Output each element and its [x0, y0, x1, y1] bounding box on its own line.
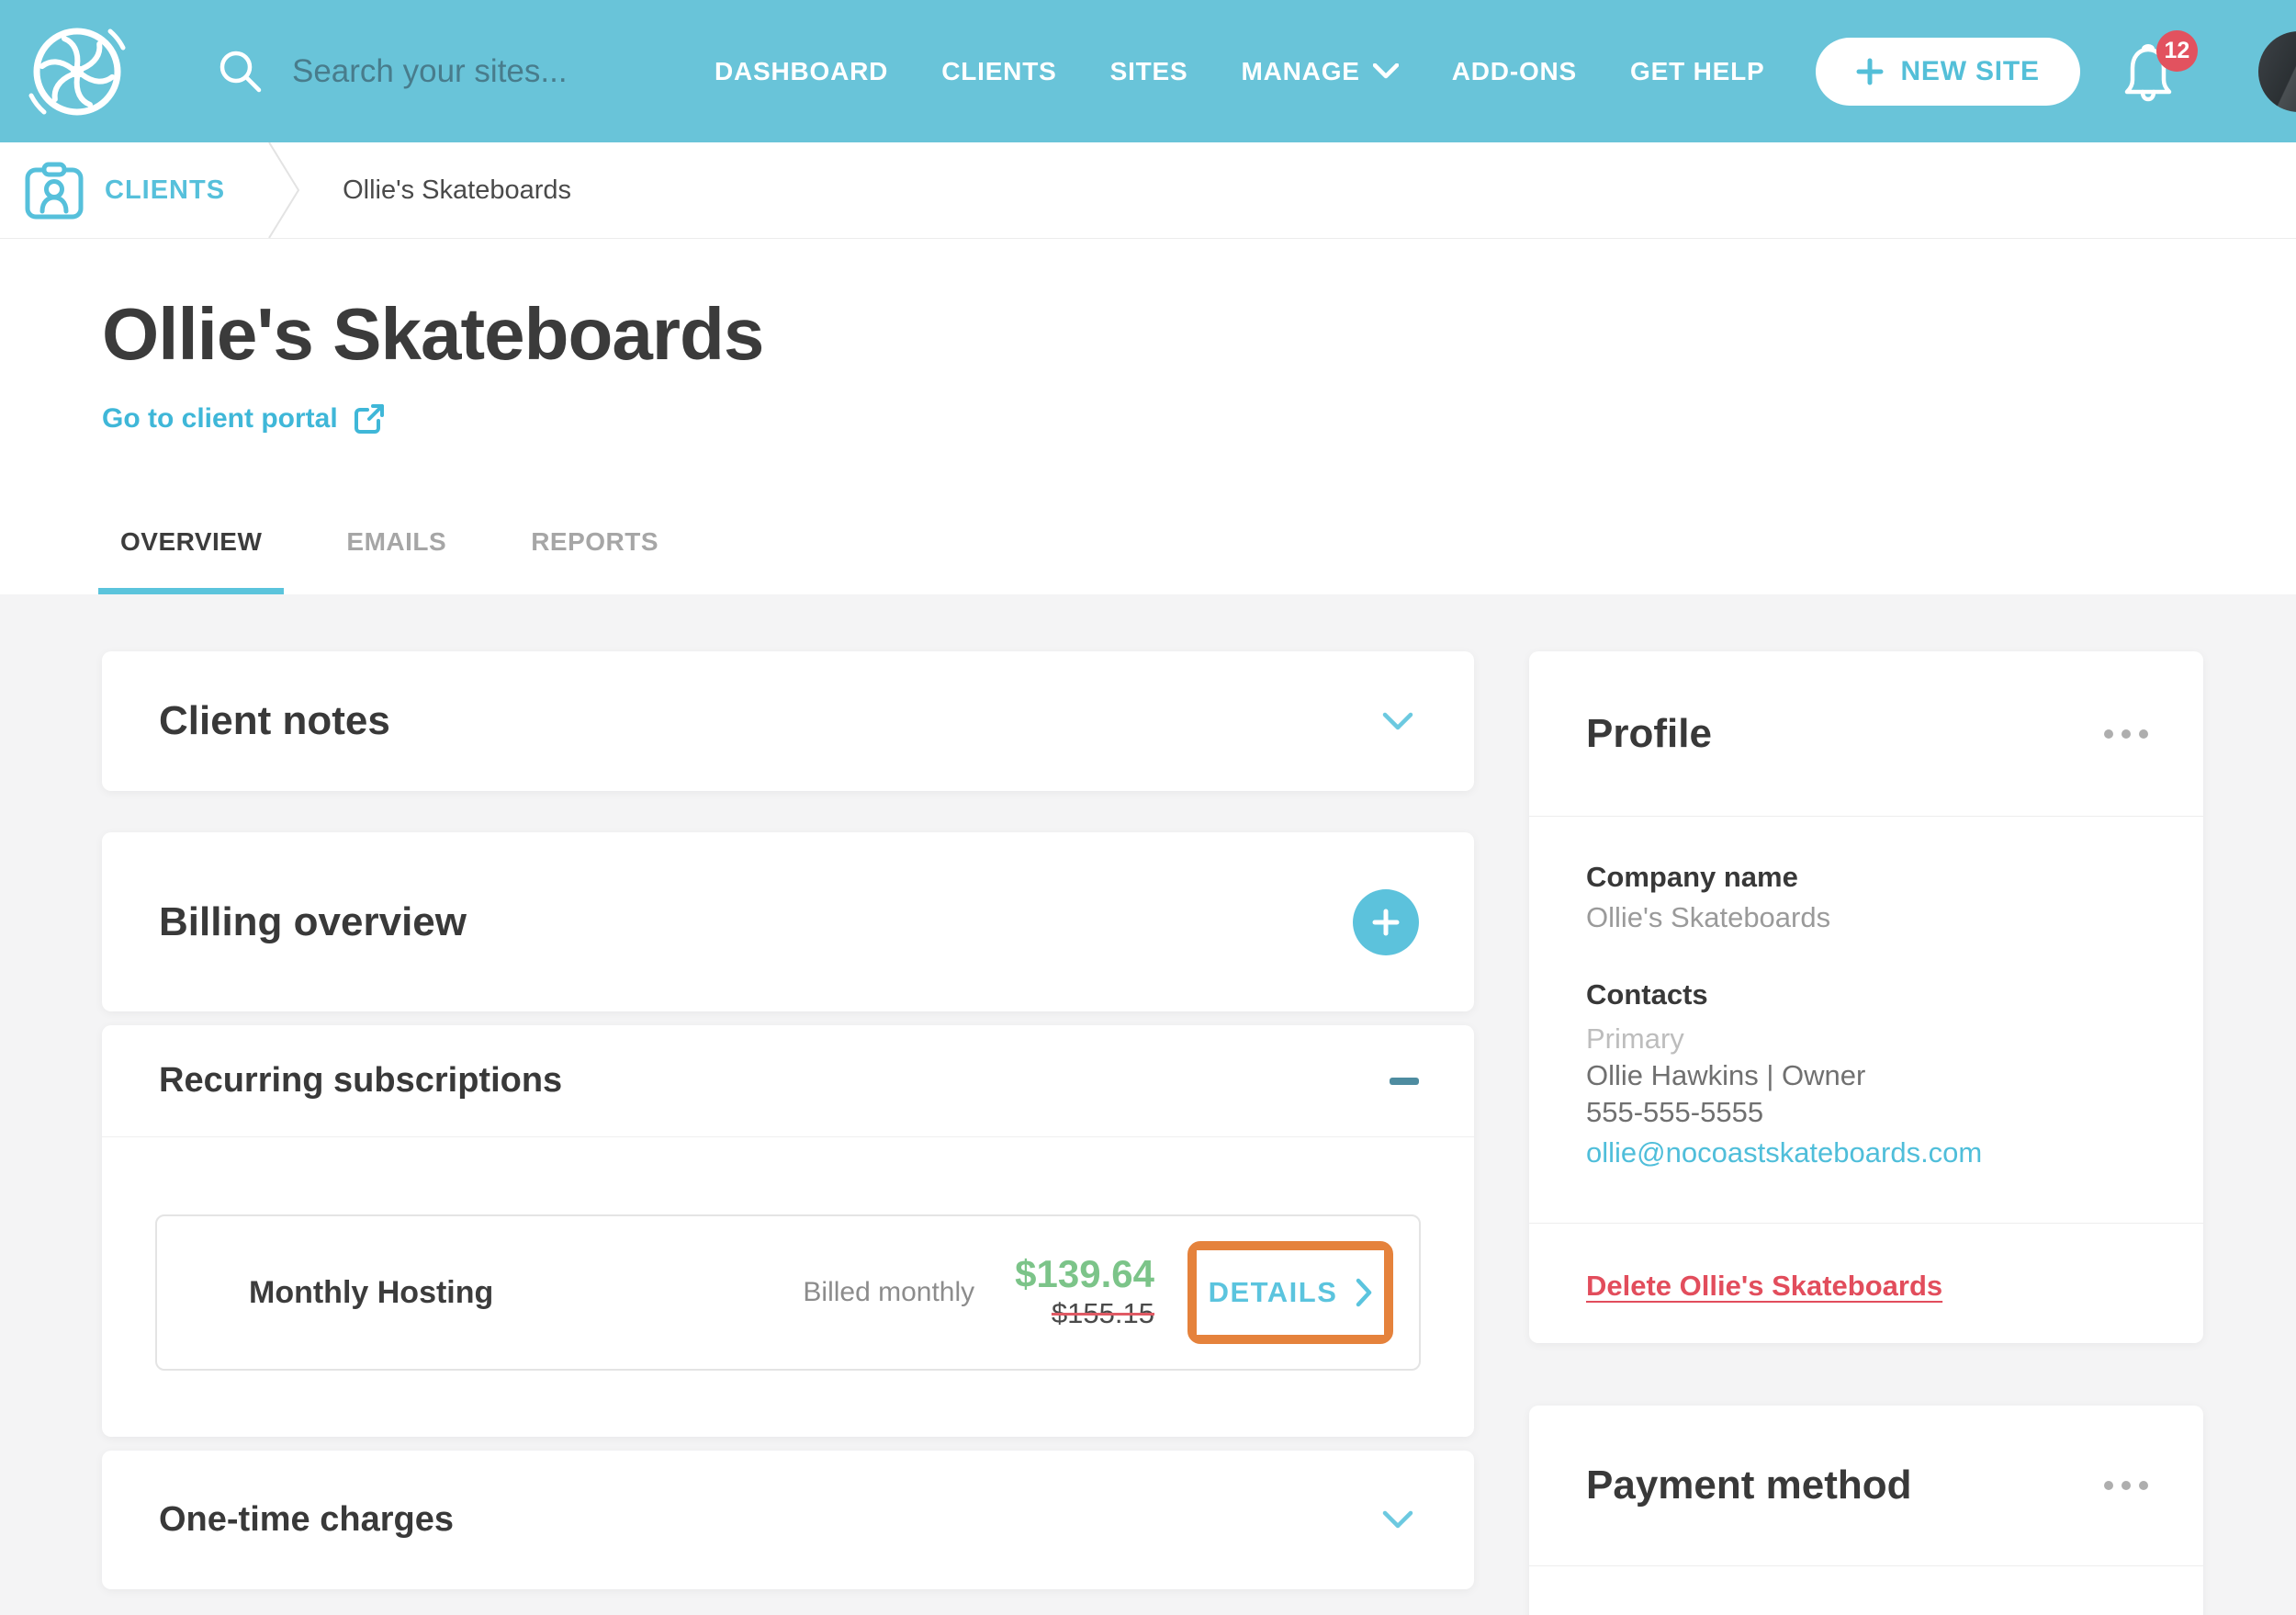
- top-navigation-bar: DASHBOARD CLIENTS SITES MANAGE ADD-ONS G…: [0, 0, 2296, 142]
- tab-reports[interactable]: REPORTS: [531, 527, 659, 556]
- nav-dashboard[interactable]: DASHBOARD: [715, 56, 889, 85]
- profile-card: Profile Company name Ollie's Skateboards…: [1529, 651, 2203, 1343]
- nav-addons[interactable]: ADD-ONS: [1451, 56, 1578, 85]
- breadcrumb: CLIENTS Ollie's Skateboards: [0, 142, 2296, 239]
- client-notes-expand-button[interactable]: [1377, 706, 1419, 737]
- payment-card-body: Active credit card: [1529, 1566, 2203, 1615]
- profile-card-header: Profile: [1529, 651, 2203, 817]
- company-name-value: Ollie's Skateboards: [1586, 901, 1831, 933]
- nav-sites[interactable]: SITES: [1109, 56, 1188, 85]
- plus-icon: [1856, 58, 1884, 85]
- recurring-subscriptions-title: Recurring subscriptions: [159, 1061, 563, 1100]
- details-highlight-annotation: DETAILS: [1187, 1241, 1393, 1344]
- billing-cycle: Billed monthly: [803, 1277, 975, 1307]
- left-column: Client notes Billing overview Recu: [102, 651, 1474, 1589]
- payment-card-header: Payment method: [1529, 1406, 2203, 1566]
- nav-gethelp[interactable]: GET HELP: [1630, 56, 1765, 85]
- site-search: [217, 48, 715, 96]
- chevron-right-icon: [1356, 1278, 1372, 1307]
- page-tabs: OVERVIEW EMAILS REPORTS: [98, 527, 2296, 594]
- notification-badge: 12: [2155, 29, 2198, 72]
- plus-icon: [1372, 909, 1400, 936]
- billing-overview-card: Billing overview: [102, 832, 1474, 1011]
- breadcrumb-separator-icon: [267, 142, 304, 238]
- subscription-details-group: Billed monthly $139.64 $155.15 DETAILS: [803, 1241, 1393, 1344]
- external-link-icon: [353, 402, 386, 435]
- payment-menu-button[interactable]: [2100, 1472, 2152, 1499]
- company-name-label: Company name: [1586, 861, 1798, 893]
- profile-menu-button[interactable]: [2100, 720, 2152, 748]
- profile-card-footer: Delete Ollie's Skateboards: [1529, 1223, 2203, 1343]
- nav-manage[interactable]: MANAGE: [1242, 57, 1399, 86]
- tab-emails[interactable]: EMAILS: [346, 527, 447, 556]
- current-price: $139.64: [1015, 1252, 1154, 1295]
- profile-title: Profile: [1586, 710, 1712, 756]
- recurring-subscriptions-card: Recurring subscriptions Monthly Hosting …: [102, 1025, 1474, 1437]
- one-time-charges-card: One-time charges: [102, 1451, 1474, 1589]
- price-stack: $139.64 $155.15: [1015, 1253, 1154, 1332]
- client-portal-link[interactable]: Go to client portal: [102, 399, 386, 439]
- one-time-charges-expand-button[interactable]: [1377, 1505, 1419, 1535]
- chevron-down-icon: [1382, 1510, 1413, 1530]
- client-notes-card: Client notes: [102, 651, 1474, 791]
- client-notes-title: Client notes: [159, 698, 390, 743]
- profile-card-body: Company name Ollie's Skateboards Contact…: [1529, 817, 2203, 1171]
- contact-role: Primary: [1586, 1022, 1684, 1055]
- flywheel-logo-icon[interactable]: [26, 20, 129, 123]
- chevron-down-icon: [1372, 63, 1399, 79]
- add-billing-item-button[interactable]: [1353, 888, 1419, 955]
- recurring-collapse-button[interactable]: [1390, 1077, 1419, 1085]
- page-header: Ollie's Skateboards Go to client portal …: [0, 239, 2296, 594]
- nav-clients[interactable]: CLIENTS: [941, 56, 1057, 85]
- subscription-name: Monthly Hosting: [249, 1274, 494, 1310]
- clients-badge-icon: [24, 160, 84, 220]
- right-column: Profile Company name Ollie's Skateboards…: [1529, 651, 2203, 1615]
- contact-name: Ollie Hawkins | Owner: [1586, 1059, 1866, 1091]
- breadcrumb-clients-link[interactable]: CLIENTS: [24, 160, 225, 220]
- search-icon: [217, 48, 264, 96]
- details-button[interactable]: DETAILS: [1197, 1250, 1384, 1335]
- billing-overview-title: Billing overview: [159, 898, 467, 944]
- payment-method-card: Payment method Active credit card: [1529, 1406, 2203, 1615]
- contact-phone: 555-555-5555: [1586, 1096, 1764, 1128]
- contact-email-link[interactable]: ollie@nocoastskateboards.com: [1586, 1136, 1983, 1169]
- recurring-subscriptions-header: Recurring subscriptions: [102, 1025, 1474, 1137]
- user-avatar[interactable]: [2257, 30, 2296, 112]
- original-price: $155.15: [1051, 1297, 1154, 1329]
- search-input[interactable]: [292, 52, 715, 90]
- notifications-button[interactable]: 12: [2121, 29, 2198, 102]
- contacts-label: Contacts: [1586, 978, 1708, 1011]
- main-content: Client notes Billing overview Recu: [0, 594, 2296, 1615]
- payment-method-title: Payment method: [1586, 1463, 1912, 1508]
- page-title: Ollie's Skateboards: [102, 293, 764, 375]
- chevron-down-icon: [1382, 712, 1413, 731]
- breadcrumb-current: Ollie's Skateboards: [343, 175, 571, 205]
- tab-overview[interactable]: OVERVIEW: [98, 527, 285, 594]
- subscription-row: Monthly Hosting Billed monthly $139.64 $…: [155, 1214, 1421, 1371]
- one-time-charges-title: One-time charges: [159, 1500, 454, 1539]
- primary-nav: DASHBOARD CLIENTS SITES MANAGE ADD-ONS G…: [715, 57, 1764, 86]
- new-site-button[interactable]: NEW SITE: [1816, 37, 2080, 106]
- delete-client-link[interactable]: Delete Ollie's Skateboards: [1586, 1270, 1943, 1302]
